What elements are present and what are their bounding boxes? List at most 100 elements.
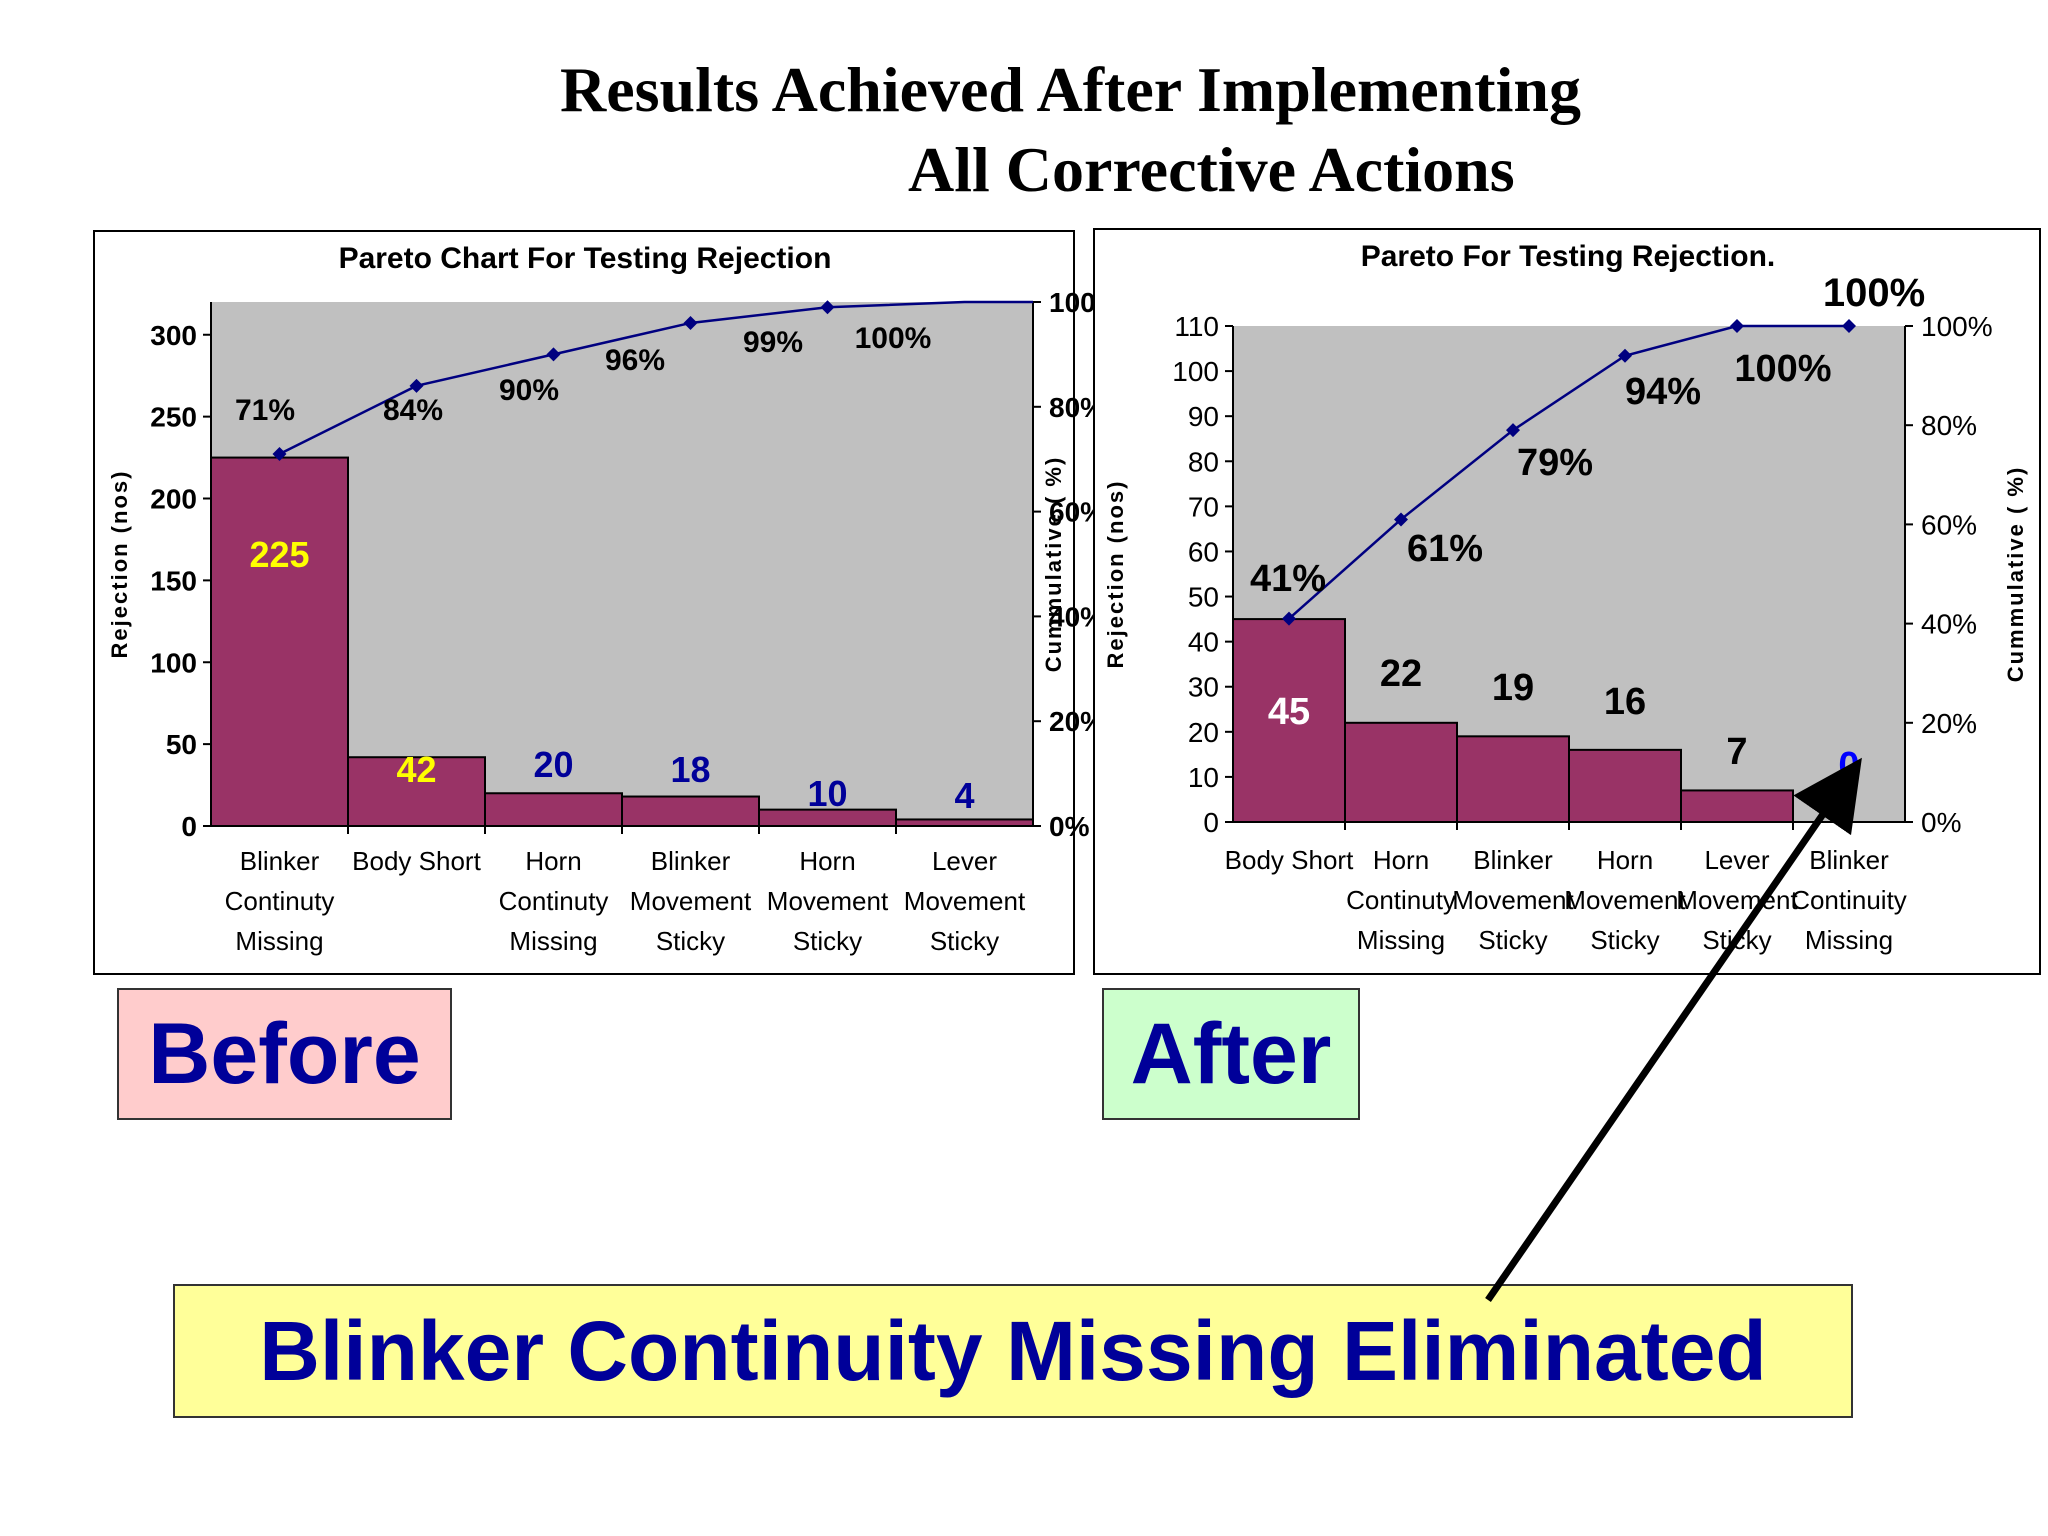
after-y2-tick-label: 80%: [1921, 410, 1977, 441]
after-cumulative-label: 41%: [1250, 558, 1326, 600]
after-category-label: Movement: [1676, 885, 1798, 915]
after-category-label: Movement: [1564, 885, 1686, 915]
before-category-label: Sticky: [930, 926, 999, 956]
before-y-tick-label: 0: [181, 811, 197, 842]
after-cumulative-label: 94%: [1625, 371, 1701, 413]
before-bar: [758, 808, 897, 827]
before-category-label: Sticky: [793, 926, 862, 956]
after-y-tick-label: 80: [1188, 446, 1219, 477]
after-category-label: Sticky: [1590, 925, 1659, 955]
after-y-tick-label: 50: [1188, 582, 1219, 613]
before-category-label: Missing: [509, 926, 597, 956]
after-cumulative-marker: [1842, 319, 1856, 333]
after-y2-tick-label: 0%: [1921, 807, 1961, 838]
before-y-tick-label: 250: [150, 402, 197, 433]
slide-title-line-1: Results Achieved After Implementing: [560, 54, 1581, 125]
before-category-label: Continuty: [225, 886, 335, 916]
after-category-label: Horn: [1373, 845, 1429, 875]
after-y-tick-label: 0: [1203, 807, 1219, 838]
after-bar-value-label: 45: [1268, 691, 1310, 733]
after-y-tick-label: 40: [1188, 627, 1219, 658]
after-y-tick-label: 90: [1188, 401, 1219, 432]
before-cumulative-label: 99%: [743, 326, 803, 359]
after-bar-value-label: 7: [1726, 731, 1747, 773]
after-bar: [1232, 618, 1346, 823]
before-category-label: Movement: [630, 886, 752, 916]
before-y-tick-label: 200: [150, 484, 197, 515]
after-category-label: Lever: [1704, 845, 1769, 875]
before-bar: [347, 756, 486, 827]
before-cumulative-label: 90%: [499, 374, 559, 407]
after-category-label: Continuty: [1346, 885, 1456, 915]
after-y2-tick-label: 60%: [1921, 509, 1977, 540]
after-cumulative-marker: [1506, 423, 1520, 438]
after-y-tick-label: 20: [1188, 717, 1219, 748]
after-bar: [1344, 721, 1458, 823]
before-category-label: Lever: [932, 846, 997, 876]
before-cumulative-marker: [272, 446, 287, 461]
after-cumulative-label: 100%: [1823, 271, 1925, 315]
before-pareto-chart: Pareto Chart For Testing Rejection050100…: [93, 230, 1121, 975]
slide-title-line-2: All Corrective Actions: [908, 134, 1515, 205]
after-bar: [1456, 735, 1570, 823]
conclusion-banner: Blinker Continuity Missing Eliminated: [173, 1284, 1853, 1418]
after-label: After: [1102, 988, 1360, 1120]
before-category-label: Body Short: [352, 846, 481, 876]
before-y-tick-label: 50: [166, 729, 197, 760]
before-cumulative-marker: [409, 378, 424, 393]
after-chart-title: Pareto For Testing Rejection.: [1361, 240, 1776, 273]
before-bar: [484, 792, 623, 827]
after-y-tick-label: 60: [1188, 536, 1219, 567]
before-bar-value-label: 20: [533, 744, 573, 785]
before-category-label: Movement: [767, 886, 889, 916]
after-cumulative-line: [1288, 324, 1849, 620]
before-y-axis-title: Rejection (nos): [107, 470, 132, 659]
before-cumulative-marker: [546, 347, 561, 362]
after-y-axis-title: Rejection (nos): [1103, 480, 1128, 669]
before-category-label: Missing: [235, 926, 323, 956]
before-bar-value-label: 225: [249, 534, 309, 575]
before-y2-axis-title: Cummulative ( %): [1041, 456, 1066, 673]
after-cumulative-label: 61%: [1407, 528, 1483, 570]
before-y-tick-label: 150: [150, 565, 197, 596]
after-cumulative-marker: [1618, 348, 1632, 363]
before-bar: [210, 456, 349, 827]
after-y-tick-label: 70: [1188, 491, 1219, 522]
before-category-label: Blinker: [651, 846, 731, 876]
after-y2-tick-label: 20%: [1921, 708, 1977, 739]
after-bar: [1568, 748, 1682, 824]
before-bar: [895, 818, 1034, 828]
before-bar-value-label: 10: [807, 773, 847, 814]
before-bar-value-label: 42: [396, 749, 436, 790]
after-cumulative-label: 79%: [1517, 442, 1593, 484]
after-bar-value-label: 0: [1838, 745, 1859, 787]
before-label: Before: [117, 988, 452, 1120]
after-category-label: Blinker: [1809, 845, 1889, 875]
after-category-label: Blinker: [1473, 845, 1553, 875]
after-cumulative-marker: [1282, 611, 1296, 626]
after-category-label: Movement: [1452, 885, 1574, 915]
after-bar-value-label: 22: [1380, 653, 1422, 695]
after-y2-tick-label: 100%: [1921, 311, 1993, 342]
before-bar: [621, 795, 760, 828]
after-category-label: Horn: [1597, 845, 1653, 875]
before-cumulative-label: 84%: [383, 394, 443, 427]
after-y2-tick-label: 40%: [1921, 609, 1977, 640]
after-y-tick-label: 30: [1188, 672, 1219, 703]
after-bar: [1680, 789, 1794, 823]
before-cumulative-marker: [820, 300, 835, 315]
after-cumulative-marker: [1730, 319, 1744, 333]
before-category-label: Movement: [904, 886, 1026, 916]
after-pareto-chart: Pareto For Testing Rejection. 0 10 20 30 40 50…: [1093, 228, 2041, 975]
before-y-tick-label: 300: [150, 320, 197, 351]
before-category-label: Continuty: [499, 886, 609, 916]
before-category-label: Sticky: [656, 926, 725, 956]
after-category-label: Missing: [1357, 925, 1445, 955]
after-y2-axis-title: Cummulative ( %): [2003, 466, 2028, 683]
before-chart-title: Pareto Chart For Testing Rejection: [339, 242, 832, 275]
after-category-label: Sticky: [1702, 925, 1771, 955]
before-category-label: Horn: [799, 846, 855, 876]
after-category-label: Sticky: [1478, 925, 1547, 955]
after-bar-value-label: 19: [1492, 667, 1534, 709]
after-bar-value-label: 16: [1604, 681, 1646, 723]
